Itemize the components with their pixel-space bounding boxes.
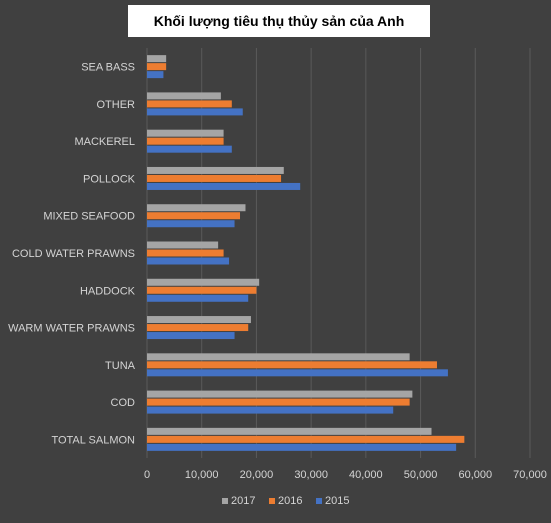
bar-other-2015: [147, 108, 243, 116]
bar-warm-water-prawns-2016: [147, 324, 249, 332]
bar-cold-water-prawns-2017: [147, 241, 219, 249]
category-label-mixed-seafood: MIXED SEAFOOD: [43, 211, 135, 223]
bar-cod-2016: [147, 398, 410, 406]
bar-tuna-2015: [147, 369, 448, 377]
x-tick-label: 30,000: [294, 469, 328, 481]
category-label-pollock: POLLOCK: [83, 173, 136, 185]
x-tick-label: 40,000: [349, 469, 383, 481]
bar-total-salmon-2017: [147, 427, 432, 435]
bar-haddock-2016: [147, 286, 257, 294]
category-labels: SEA BASS OTHER MACKEREL POLLOCK MIXED SEAFOO…: [8, 62, 136, 447]
bar-sea-bass-2015: [147, 71, 164, 79]
legend-label-2015: 2015: [325, 495, 349, 507]
bars: [147, 55, 465, 451]
legend-swatch-2017: [222, 498, 228, 504]
legend-label-2016: 2016: [278, 495, 302, 507]
legend-swatch-2015: [316, 498, 322, 504]
gridlines: [146, 48, 531, 458]
bar-tuna-2016: [147, 361, 437, 369]
category-label-total-salmon: TOTAL SALMON: [51, 434, 135, 446]
bar-mackerel-2016: [147, 137, 224, 145]
title-box: [128, 5, 430, 37]
bar-warm-water-prawns-2015: [147, 332, 235, 340]
category-label-other: OTHER: [97, 99, 136, 111]
legend-label-2017: 2017: [231, 495, 255, 507]
bar-mixed-seafood-2015: [147, 220, 235, 228]
bar-cod-2017: [147, 390, 413, 398]
bar-other-2016: [147, 100, 232, 108]
category-label-cod: COD: [111, 397, 136, 409]
category-label-haddock: HADDOCK: [80, 285, 136, 297]
category-label-warm-water-prawns: WARM WATER PRAWNS: [8, 323, 135, 335]
bar-mackerel-2015: [147, 145, 232, 153]
bar-pollock-2017: [147, 166, 284, 174]
bar-cold-water-prawns-2015: [147, 257, 230, 265]
bar-mackerel-2017: [147, 129, 224, 137]
bar-total-salmon-2015: [147, 443, 457, 451]
x-tick-label: 20,000: [240, 469, 274, 481]
bar-other-2017: [147, 92, 221, 100]
x-tick-labels: 0 10,000 20,000 30,000 40,000 50,000 60,000 70,…: [144, 469, 547, 481]
bar-pollock-2015: [147, 182, 301, 190]
legend: 2017 2016 2015: [222, 495, 349, 507]
bar-sea-bass-2017: [147, 55, 167, 63]
category-label-tuna: TUNA: [105, 360, 136, 372]
legend-swatch-2016: [269, 498, 275, 504]
bar-mixed-seafood-2016: [147, 212, 241, 220]
bar-tuna-2017: [147, 353, 410, 361]
x-tick-label: 70,000: [513, 469, 547, 481]
bar-total-salmon-2016: [147, 435, 465, 443]
category-label-mackerel: MACKEREL: [74, 136, 135, 148]
chart-title: Khối lượng tiêu thụ thủy sản của Anh: [154, 13, 405, 29]
x-tick-label: 0: [144, 469, 150, 481]
bar-haddock-2017: [147, 278, 260, 286]
x-tick-label: 10,000: [185, 469, 219, 481]
bar-sea-bass-2016: [147, 63, 167, 71]
bar-pollock-2016: [147, 174, 282, 182]
bar-haddock-2015: [147, 294, 249, 302]
category-label-sea-bass: SEA BASS: [81, 62, 135, 74]
bar-cold-water-prawns-2016: [147, 249, 224, 257]
x-tick-label: 50,000: [404, 469, 438, 481]
category-label-cold-water-prawns: COLD WATER PRAWNS: [12, 248, 135, 260]
bar-mixed-seafood-2017: [147, 204, 246, 212]
bar-cod-2015: [147, 406, 394, 414]
bar-warm-water-prawns-2017: [147, 316, 251, 324]
x-tick-label: 60,000: [458, 469, 492, 481]
